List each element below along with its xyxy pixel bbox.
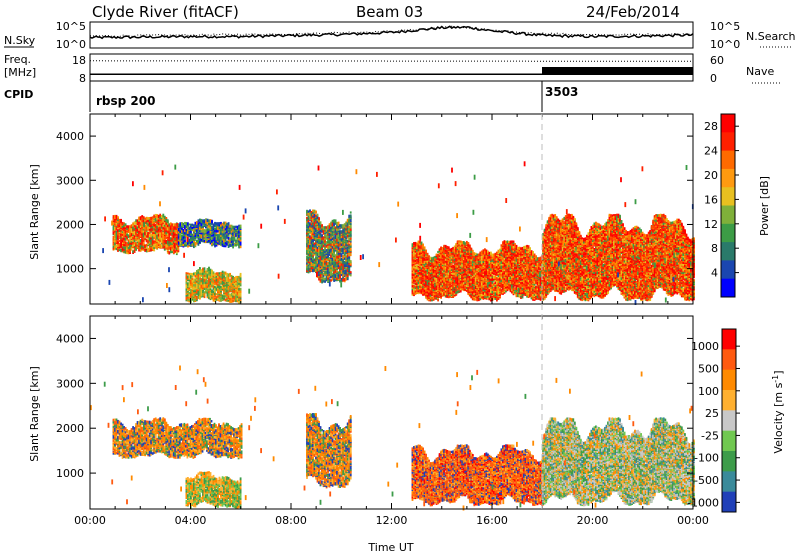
power-cell bbox=[140, 216, 142, 220]
noise-search-series bbox=[90, 26, 690, 36]
power-cell bbox=[167, 219, 169, 223]
cpid-label: CPID bbox=[4, 88, 33, 101]
radar-figure: Clyde River (fitACF) Beam 03 24/Feb/2014… bbox=[0, 0, 800, 554]
cpid-panel: CPID rbsp 200 3503 bbox=[4, 81, 578, 112]
power-cell bbox=[117, 216, 119, 218]
beam-title: Beam 03 bbox=[356, 3, 423, 21]
power-cell bbox=[159, 244, 161, 248]
freq-tick-bottom: 8 bbox=[79, 72, 86, 85]
power-cell bbox=[140, 239, 142, 243]
power-cell bbox=[159, 233, 161, 236]
noise-left-tick-bottom: 10^0 bbox=[56, 38, 86, 51]
freq-label-top: Freq. bbox=[4, 53, 31, 66]
cpid-segment-2: 3503 bbox=[545, 85, 578, 99]
cpid-segment-1: rbsp 200 bbox=[96, 94, 155, 108]
noise-right-tick-top: 10^5 bbox=[710, 20, 740, 33]
freq-panel: Freq. [MHz] 18 8 60 0 Nave bbox=[4, 53, 780, 85]
noise-left-label: N.Sky bbox=[4, 34, 36, 47]
noise-sky-series bbox=[90, 26, 693, 38]
freq-dense-block bbox=[542, 67, 693, 75]
freq-label-bottom: [MHz] bbox=[4, 66, 36, 79]
noise-right-label: N.Search bbox=[746, 30, 796, 43]
date-title: 24/Feb/2014 bbox=[586, 3, 680, 21]
power-cell bbox=[159, 236, 161, 239]
site-title: Clyde River (fitACF) bbox=[92, 3, 239, 21]
power-cell bbox=[140, 222, 142, 225]
noise-panel-frame bbox=[90, 22, 693, 48]
power-cell bbox=[165, 217, 167, 219]
nave-label: Nave bbox=[746, 65, 774, 78]
power-cell bbox=[119, 240, 121, 242]
noise-right-tick-bottom: 10^0 bbox=[710, 38, 740, 51]
power-cell bbox=[119, 243, 121, 247]
nave-tick-top: 60 bbox=[710, 54, 724, 67]
nave-tick-bottom: 0 bbox=[710, 72, 717, 85]
noise-panel: N.Sky 10^5 10^0 10^5 10^0 N.Search bbox=[4, 20, 796, 51]
power-cell bbox=[119, 219, 121, 223]
power-cell bbox=[159, 214, 161, 217]
noise-left-tick-top: 10^5 bbox=[56, 20, 86, 33]
freq-tick-top: 18 bbox=[72, 54, 86, 67]
